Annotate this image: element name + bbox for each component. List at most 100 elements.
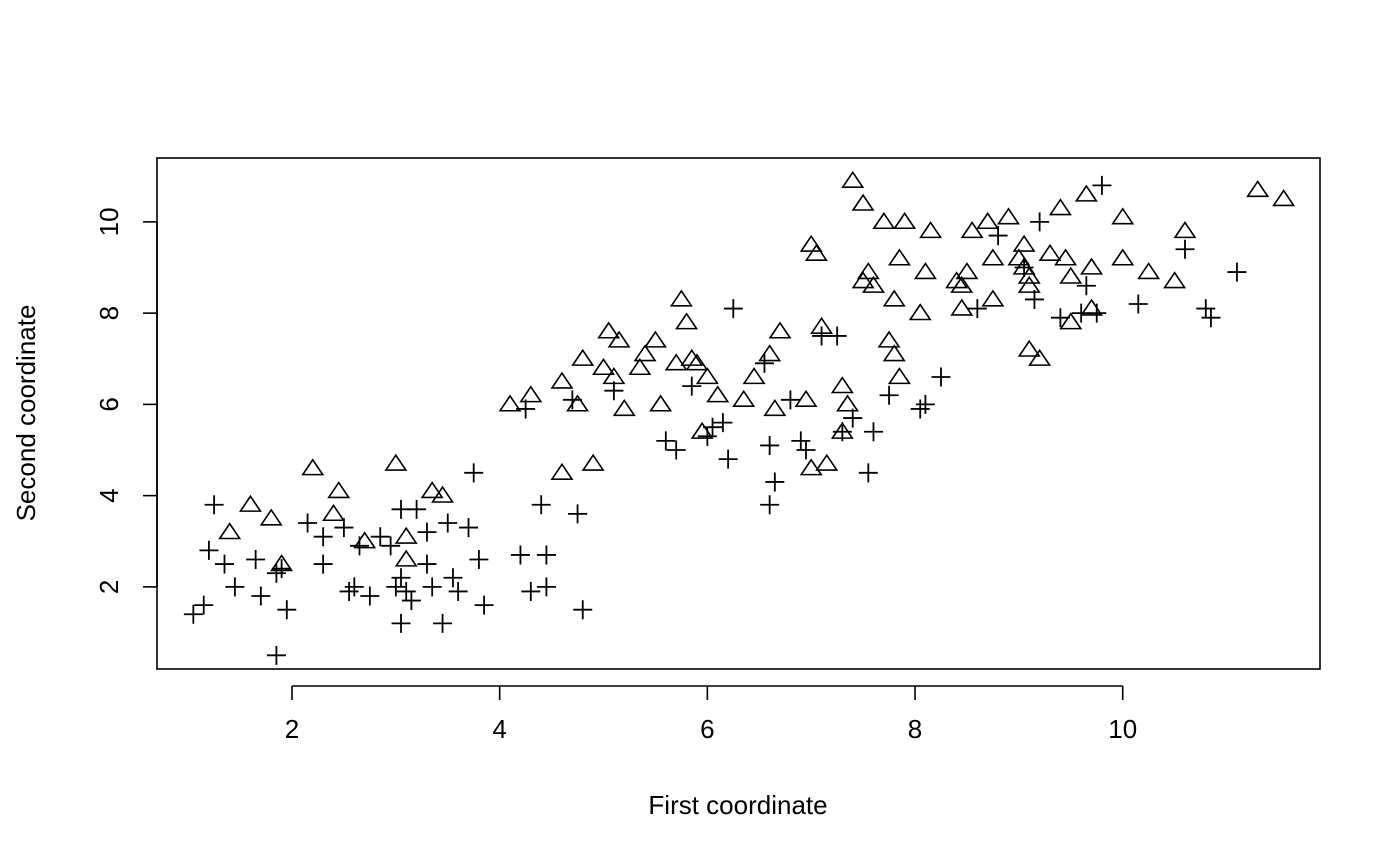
- plus-point: [266, 645, 286, 665]
- triangle-point: [887, 248, 911, 266]
- triangle-point: [695, 367, 719, 385]
- triangle-point: [742, 367, 766, 385]
- plus-point: [396, 581, 416, 601]
- plus-point: [713, 413, 733, 433]
- triangle-point: [1059, 312, 1083, 330]
- triangle-point: [1012, 234, 1036, 252]
- triangle-point: [607, 330, 631, 348]
- triangle-point: [633, 344, 657, 362]
- plus-point: [459, 518, 479, 538]
- plus-point: [697, 426, 717, 446]
- triangle-point: [981, 248, 1005, 266]
- plus-point: [827, 326, 847, 346]
- plus-point: [386, 577, 406, 597]
- triangle-point: [799, 234, 823, 252]
- plus-point: [381, 536, 401, 556]
- plus-point: [760, 495, 780, 515]
- triangle-point: [1111, 207, 1135, 225]
- triangle-point: [1074, 184, 1098, 202]
- triangle-point: [669, 289, 693, 307]
- triangle-point: [602, 367, 626, 385]
- x-tick-label: 10: [1108, 714, 1137, 744]
- y-tick-label: 10: [94, 207, 124, 236]
- plus-point: [407, 499, 427, 519]
- plus-point: [723, 299, 743, 319]
- triangle-point: [830, 376, 854, 394]
- plus-point: [915, 394, 935, 414]
- plus-point: [334, 518, 354, 538]
- triangle-point: [1038, 243, 1062, 261]
- plus-point: [214, 554, 234, 574]
- plus-point: [796, 440, 816, 460]
- plus-point: [391, 613, 411, 633]
- triangle-point: [394, 549, 418, 567]
- triangle-point: [804, 243, 828, 261]
- triangle-point: [1173, 221, 1197, 239]
- plus-point: [391, 568, 411, 588]
- plus-point: [438, 513, 458, 533]
- plus-point: [703, 417, 723, 437]
- triangle-point: [887, 367, 911, 385]
- x-axis-label: First coordinate: [648, 790, 827, 820]
- plus-point: [339, 581, 359, 601]
- plus-point: [521, 581, 541, 601]
- y-tick-label: 4: [94, 488, 124, 502]
- plus-point: [573, 600, 593, 620]
- plus-point: [370, 527, 390, 547]
- triangle-point: [882, 289, 906, 307]
- plus-point: [760, 435, 780, 455]
- plot-frame: [156, 157, 1321, 670]
- plus-point: [879, 385, 899, 405]
- triangle-point: [976, 211, 1000, 230]
- triangle-point: [675, 312, 699, 330]
- plus-point: [469, 550, 489, 569]
- triangle-point: [763, 399, 787, 417]
- triangle-point: [815, 453, 839, 471]
- triangle-point: [322, 503, 346, 522]
- plus-point: [568, 504, 588, 524]
- plus-point: [360, 586, 380, 606]
- triangle-point: [259, 508, 283, 526]
- plus-point: [1092, 175, 1112, 195]
- plus-point: [780, 390, 800, 410]
- plus-point: [246, 550, 266, 569]
- triangle-point: [706, 385, 730, 403]
- plus-point: [448, 581, 468, 601]
- triangle-point: [1137, 262, 1161, 280]
- plus-point: [536, 545, 556, 565]
- triangle-point: [996, 207, 1020, 225]
- plus-point: [298, 513, 318, 533]
- plus-point: [266, 563, 286, 583]
- plus-point: [536, 577, 556, 597]
- triangle-point: [758, 344, 782, 362]
- triangle-point: [566, 394, 590, 412]
- plus-point: [1201, 308, 1221, 328]
- triangle-point: [882, 344, 906, 362]
- triangle-point: [550, 371, 574, 389]
- plus-point: [401, 591, 421, 611]
- plus-point: [313, 527, 333, 547]
- plus-point: [1175, 239, 1195, 259]
- triangle-point: [1017, 275, 1041, 293]
- plus-point: [225, 577, 245, 597]
- plus-point: [277, 600, 297, 620]
- triangle-point: [685, 353, 709, 371]
- triangle-point: [394, 526, 418, 544]
- plus-point: [510, 545, 530, 565]
- triangle-point: [1007, 248, 1031, 266]
- plus-point: [1024, 289, 1044, 309]
- plus-point: [967, 299, 987, 319]
- triangle-point: [893, 211, 917, 230]
- y-tick-label: 8: [94, 306, 124, 320]
- plus-point: [183, 604, 203, 624]
- plus-point: [1196, 299, 1216, 319]
- plus-point: [858, 463, 878, 483]
- plus-point: [272, 559, 292, 579]
- triangle-point: [981, 289, 1005, 307]
- plus-point: [349, 536, 369, 556]
- plus-point: [988, 226, 1008, 246]
- plus-point: [1087, 303, 1107, 323]
- triangle-point: [519, 385, 543, 403]
- plus-point: [433, 613, 453, 633]
- triangle-point: [794, 389, 818, 407]
